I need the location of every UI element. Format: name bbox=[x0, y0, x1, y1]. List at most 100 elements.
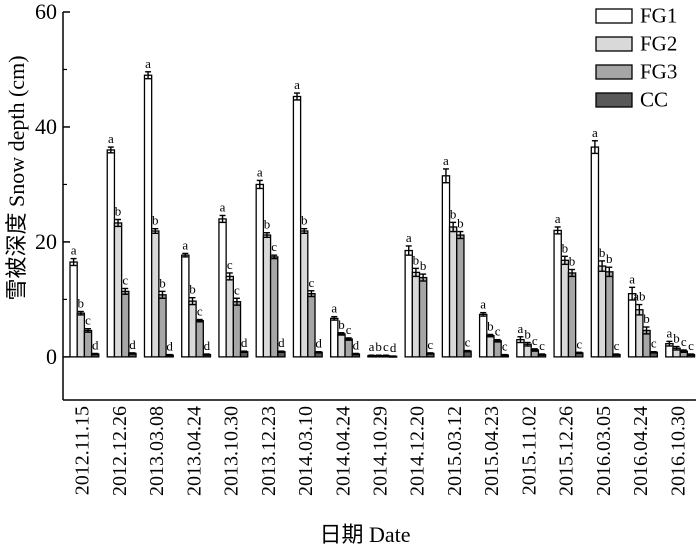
bar-fg1-5 bbox=[255, 183, 265, 358]
bar-fg2-15 bbox=[635, 309, 644, 358]
significance-label: a bbox=[555, 211, 561, 226]
bar-fg1-10 bbox=[441, 175, 451, 358]
significance-label: a bbox=[480, 297, 486, 312]
significance-label: a bbox=[666, 325, 672, 340]
x-tick-label: 2016.10.30 bbox=[667, 406, 689, 496]
bar-fg3-1 bbox=[120, 290, 130, 358]
bar-fg3-5 bbox=[269, 256, 279, 358]
bar-fg3-13 bbox=[567, 272, 577, 358]
bar-fg2-10 bbox=[448, 226, 458, 358]
significance-label: a bbox=[71, 243, 77, 258]
bar-fg1-11 bbox=[478, 313, 488, 358]
x-tick-label: 2015.12.26 bbox=[556, 406, 578, 496]
significance-label: c bbox=[502, 339, 508, 354]
legend: FG1 FG2 FG3 CC bbox=[595, 4, 677, 112]
bar-fg1-7 bbox=[329, 317, 339, 358]
significance-label: c bbox=[197, 304, 203, 319]
significance-label: a bbox=[220, 199, 226, 214]
x-tick-label: 2015.11.02 bbox=[518, 406, 540, 495]
significance-label: b bbox=[569, 254, 576, 269]
x-tick-label: 2014.04.24 bbox=[332, 406, 354, 496]
x-tick-label: 2013.03.08 bbox=[146, 406, 168, 496]
significance-label: b bbox=[152, 213, 159, 228]
significance-label: c bbox=[688, 338, 694, 353]
x-tick-label: 2014.03.10 bbox=[295, 406, 317, 496]
significance-label: b bbox=[487, 318, 494, 333]
axes-layer: 2012.11.15 2012.12.26 2013.03.08 2013.04.24… bbox=[35, 0, 696, 496]
significance-label: d bbox=[241, 335, 248, 350]
significance-label: c bbox=[234, 282, 240, 297]
bar-fg1-9 bbox=[404, 249, 413, 358]
bar-fg2-1 bbox=[113, 222, 123, 358]
significance-label: d bbox=[166, 339, 173, 354]
significance-label: d bbox=[92, 337, 99, 352]
bar-fg1-13 bbox=[553, 229, 562, 358]
bar-fg2-4 bbox=[225, 275, 234, 358]
x-tick-label: 2012.12.26 bbox=[109, 406, 131, 496]
significance-label: b bbox=[524, 327, 531, 342]
significance-label: a bbox=[406, 230, 412, 245]
bar-fg2-7 bbox=[337, 333, 346, 358]
significance-label: b bbox=[115, 204, 122, 219]
x-tick-label: 2014.12.20 bbox=[407, 406, 429, 496]
y-tick-label: 60 bbox=[35, 0, 57, 24]
significance-label: c bbox=[271, 239, 277, 254]
significance-label: a bbox=[369, 339, 375, 354]
y-tick-label: 40 bbox=[35, 114, 57, 139]
bar-fg3-4 bbox=[232, 301, 242, 358]
significance-label: b bbox=[413, 252, 420, 267]
significance-label: c bbox=[427, 337, 433, 352]
significance-label: c bbox=[651, 336, 657, 351]
bar-fg3-9 bbox=[418, 276, 428, 358]
bar-fg3-2 bbox=[158, 294, 167, 358]
significance-label: b bbox=[457, 216, 464, 231]
significance-label: a bbox=[629, 271, 635, 286]
significance-label: c bbox=[346, 322, 352, 337]
significance-label: a bbox=[257, 164, 263, 179]
y-axis-title: 雪被深度 Snow depth (cm) bbox=[4, 55, 29, 300]
significance-label: b bbox=[606, 251, 613, 266]
bar-fg2-2 bbox=[151, 230, 160, 358]
x-tick-label: 2013.12.23 bbox=[258, 406, 280, 496]
bar-fg1-3 bbox=[181, 254, 190, 358]
bar-fg3-6 bbox=[307, 293, 316, 358]
significance-label: b bbox=[301, 213, 308, 228]
significance-label: a bbox=[443, 153, 449, 168]
x-tick-label: 2013.04.24 bbox=[183, 406, 205, 496]
bars-layer bbox=[69, 71, 696, 358]
significance-label: c bbox=[122, 272, 128, 287]
significance-label: d bbox=[129, 337, 136, 352]
bar-fg2-6 bbox=[299, 230, 309, 358]
significance-label: b bbox=[420, 258, 427, 273]
bar-fg3-11 bbox=[493, 340, 502, 358]
bar-fg1-2 bbox=[143, 74, 153, 358]
bar-fg1-14 bbox=[590, 146, 600, 358]
legend-label-fg3: FG3 bbox=[640, 60, 677, 84]
significance-label: c bbox=[465, 335, 471, 350]
bar-fg1-6 bbox=[292, 95, 302, 358]
bar-fg2-5 bbox=[262, 234, 272, 358]
significance-label: d bbox=[390, 340, 397, 355]
significance-label: d bbox=[204, 338, 211, 353]
significance-label: a bbox=[294, 77, 300, 92]
significance-label: c bbox=[309, 275, 315, 290]
significance-label: c bbox=[532, 333, 538, 348]
significance-label: b bbox=[189, 282, 196, 297]
significance-label: c bbox=[495, 324, 501, 339]
legend-label-fg1: FG1 bbox=[640, 4, 677, 28]
significance-label: a bbox=[592, 125, 598, 140]
significance-label: b bbox=[264, 217, 271, 232]
bar-fg2-11 bbox=[486, 334, 495, 358]
significance-label: b bbox=[599, 245, 606, 260]
significance-label: c bbox=[681, 334, 687, 349]
significance-label: b bbox=[643, 311, 650, 326]
significance-label: a bbox=[145, 56, 151, 71]
significance-label: d bbox=[353, 337, 360, 352]
significance-label: c bbox=[227, 257, 233, 272]
significance-label: c bbox=[614, 338, 620, 353]
legend-swatch-fg2 bbox=[595, 36, 633, 52]
significance-label: a bbox=[182, 237, 188, 252]
x-tick-label: 2016.03.05 bbox=[593, 406, 615, 496]
